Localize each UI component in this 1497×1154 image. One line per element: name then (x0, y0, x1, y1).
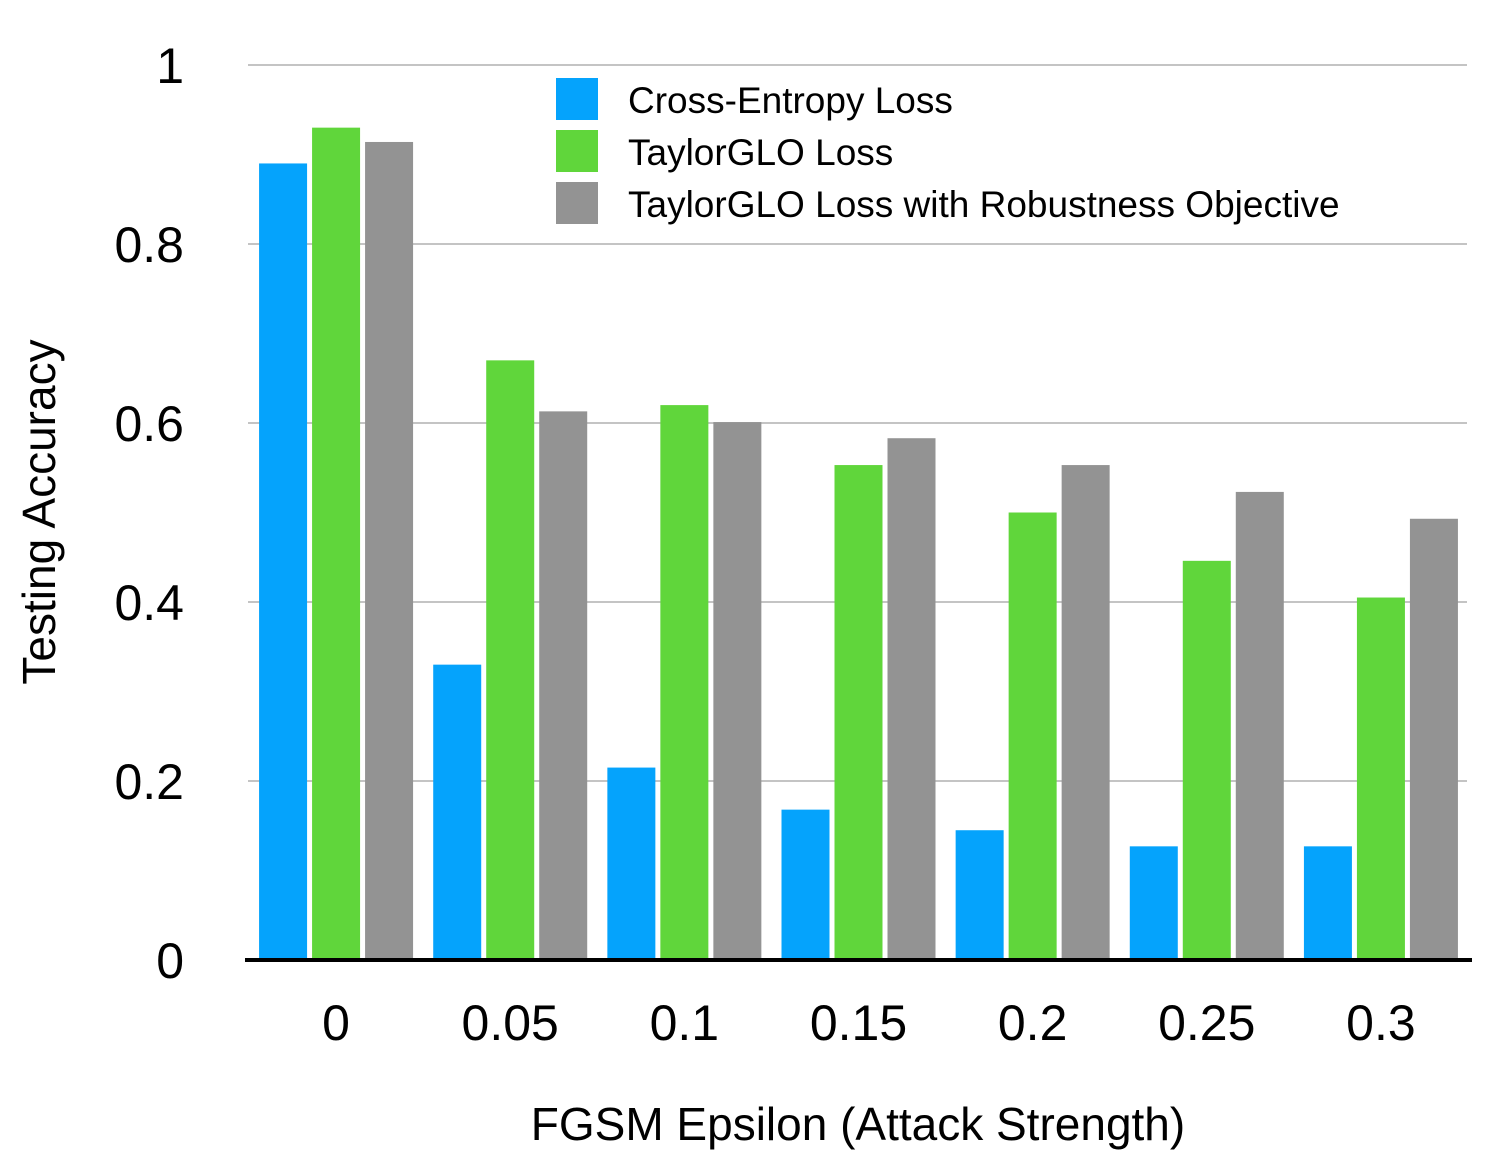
bar-1-0.05 (433, 664, 482, 960)
bar-2-0.3 (1356, 597, 1405, 960)
bar-3-0.15 (887, 438, 936, 961)
bar-2-0.05 (486, 360, 535, 961)
x-tick-labels: 0 0.05 0.1 0.15 0.2 0.25 0.3 (322, 995, 1416, 1051)
bar-1-0 (259, 163, 308, 960)
x-tick-label: 0.15 (810, 995, 907, 1051)
y-tick-labels: 0 0.2 0.4 0.6 0.8 1 (114, 38, 184, 989)
x-tick-label: 0.2 (998, 995, 1068, 1051)
x-axis-title: FGSM Epsilon (Attack Strength) (531, 1098, 1185, 1150)
bar-3-0.2 (1061, 465, 1110, 960)
bar-3-0.05 (539, 411, 588, 960)
legend-swatch (556, 78, 598, 120)
legend-label: TaylorGLO Loss with Robustness Objective (628, 184, 1340, 225)
bar-2-0.2 (1008, 512, 1057, 960)
bar-3-0.3 (1409, 518, 1458, 960)
x-tick-label: 0 (322, 995, 350, 1051)
x-tick-label: 0.05 (462, 995, 559, 1051)
y-tick-label: 0.4 (114, 575, 184, 631)
y-tick-label: 0.2 (114, 754, 184, 810)
bar-3-0.25 (1235, 491, 1284, 960)
legend: Cross-Entropy Loss TaylorGLO Loss TaylorGL… (556, 78, 1340, 225)
bar-2-0.25 (1182, 560, 1231, 960)
bar-1-0.15 (781, 809, 830, 960)
bar-1-0.3 (1303, 846, 1352, 960)
legend-swatch (556, 130, 598, 172)
x-tick-label: 0.1 (650, 995, 720, 1051)
x-tick-label: 0.25 (1158, 995, 1255, 1051)
x-tick-label: 0.3 (1346, 995, 1416, 1051)
y-axis-title: Testing Accuracy (13, 339, 65, 684)
bar-3-0.1 (713, 422, 762, 961)
bar-1-0.1 (607, 767, 656, 960)
bar-2-0.15 (834, 465, 883, 960)
y-tick-label: 0 (156, 933, 184, 989)
y-tick-label: 0.6 (114, 396, 184, 452)
legend-label: Cross-Entropy Loss (628, 80, 953, 121)
bar-1-0.2 (955, 830, 1004, 960)
bar-2-0.1 (660, 405, 709, 961)
y-tick-label: 0.8 (114, 217, 184, 273)
legend-label: TaylorGLO Loss (628, 132, 893, 173)
bar-3-0 (365, 141, 414, 961)
legend-swatch (556, 182, 598, 224)
bars (259, 127, 1458, 961)
y-tick-label: 1 (156, 38, 184, 94)
bar-1-0.25 (1129, 846, 1178, 960)
bar-2-0 (312, 127, 361, 960)
